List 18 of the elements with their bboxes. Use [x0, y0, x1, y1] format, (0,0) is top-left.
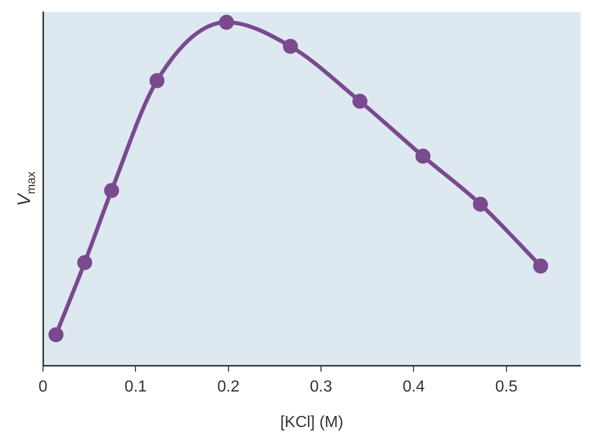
point	[77, 255, 92, 270]
x-tick-label: 0	[38, 378, 48, 396]
x-tick-label: 0.4	[402, 378, 425, 396]
y-axis-title: Vmax	[14, 171, 38, 206]
point	[149, 73, 164, 88]
point	[104, 183, 120, 198]
point	[472, 196, 488, 212]
x-tick-label: 0.1	[124, 378, 147, 396]
point	[218, 14, 234, 30]
point	[48, 327, 64, 342]
x-tick-label: 0.2	[217, 378, 240, 396]
x-axis-title: [KCl] (M)	[280, 414, 344, 431]
x-tick-label: 0.5	[495, 378, 518, 396]
point	[415, 148, 430, 164]
point	[533, 258, 548, 274]
point	[282, 38, 298, 54]
point	[352, 94, 368, 109]
x-tick-label: 0.3	[310, 378, 332, 396]
